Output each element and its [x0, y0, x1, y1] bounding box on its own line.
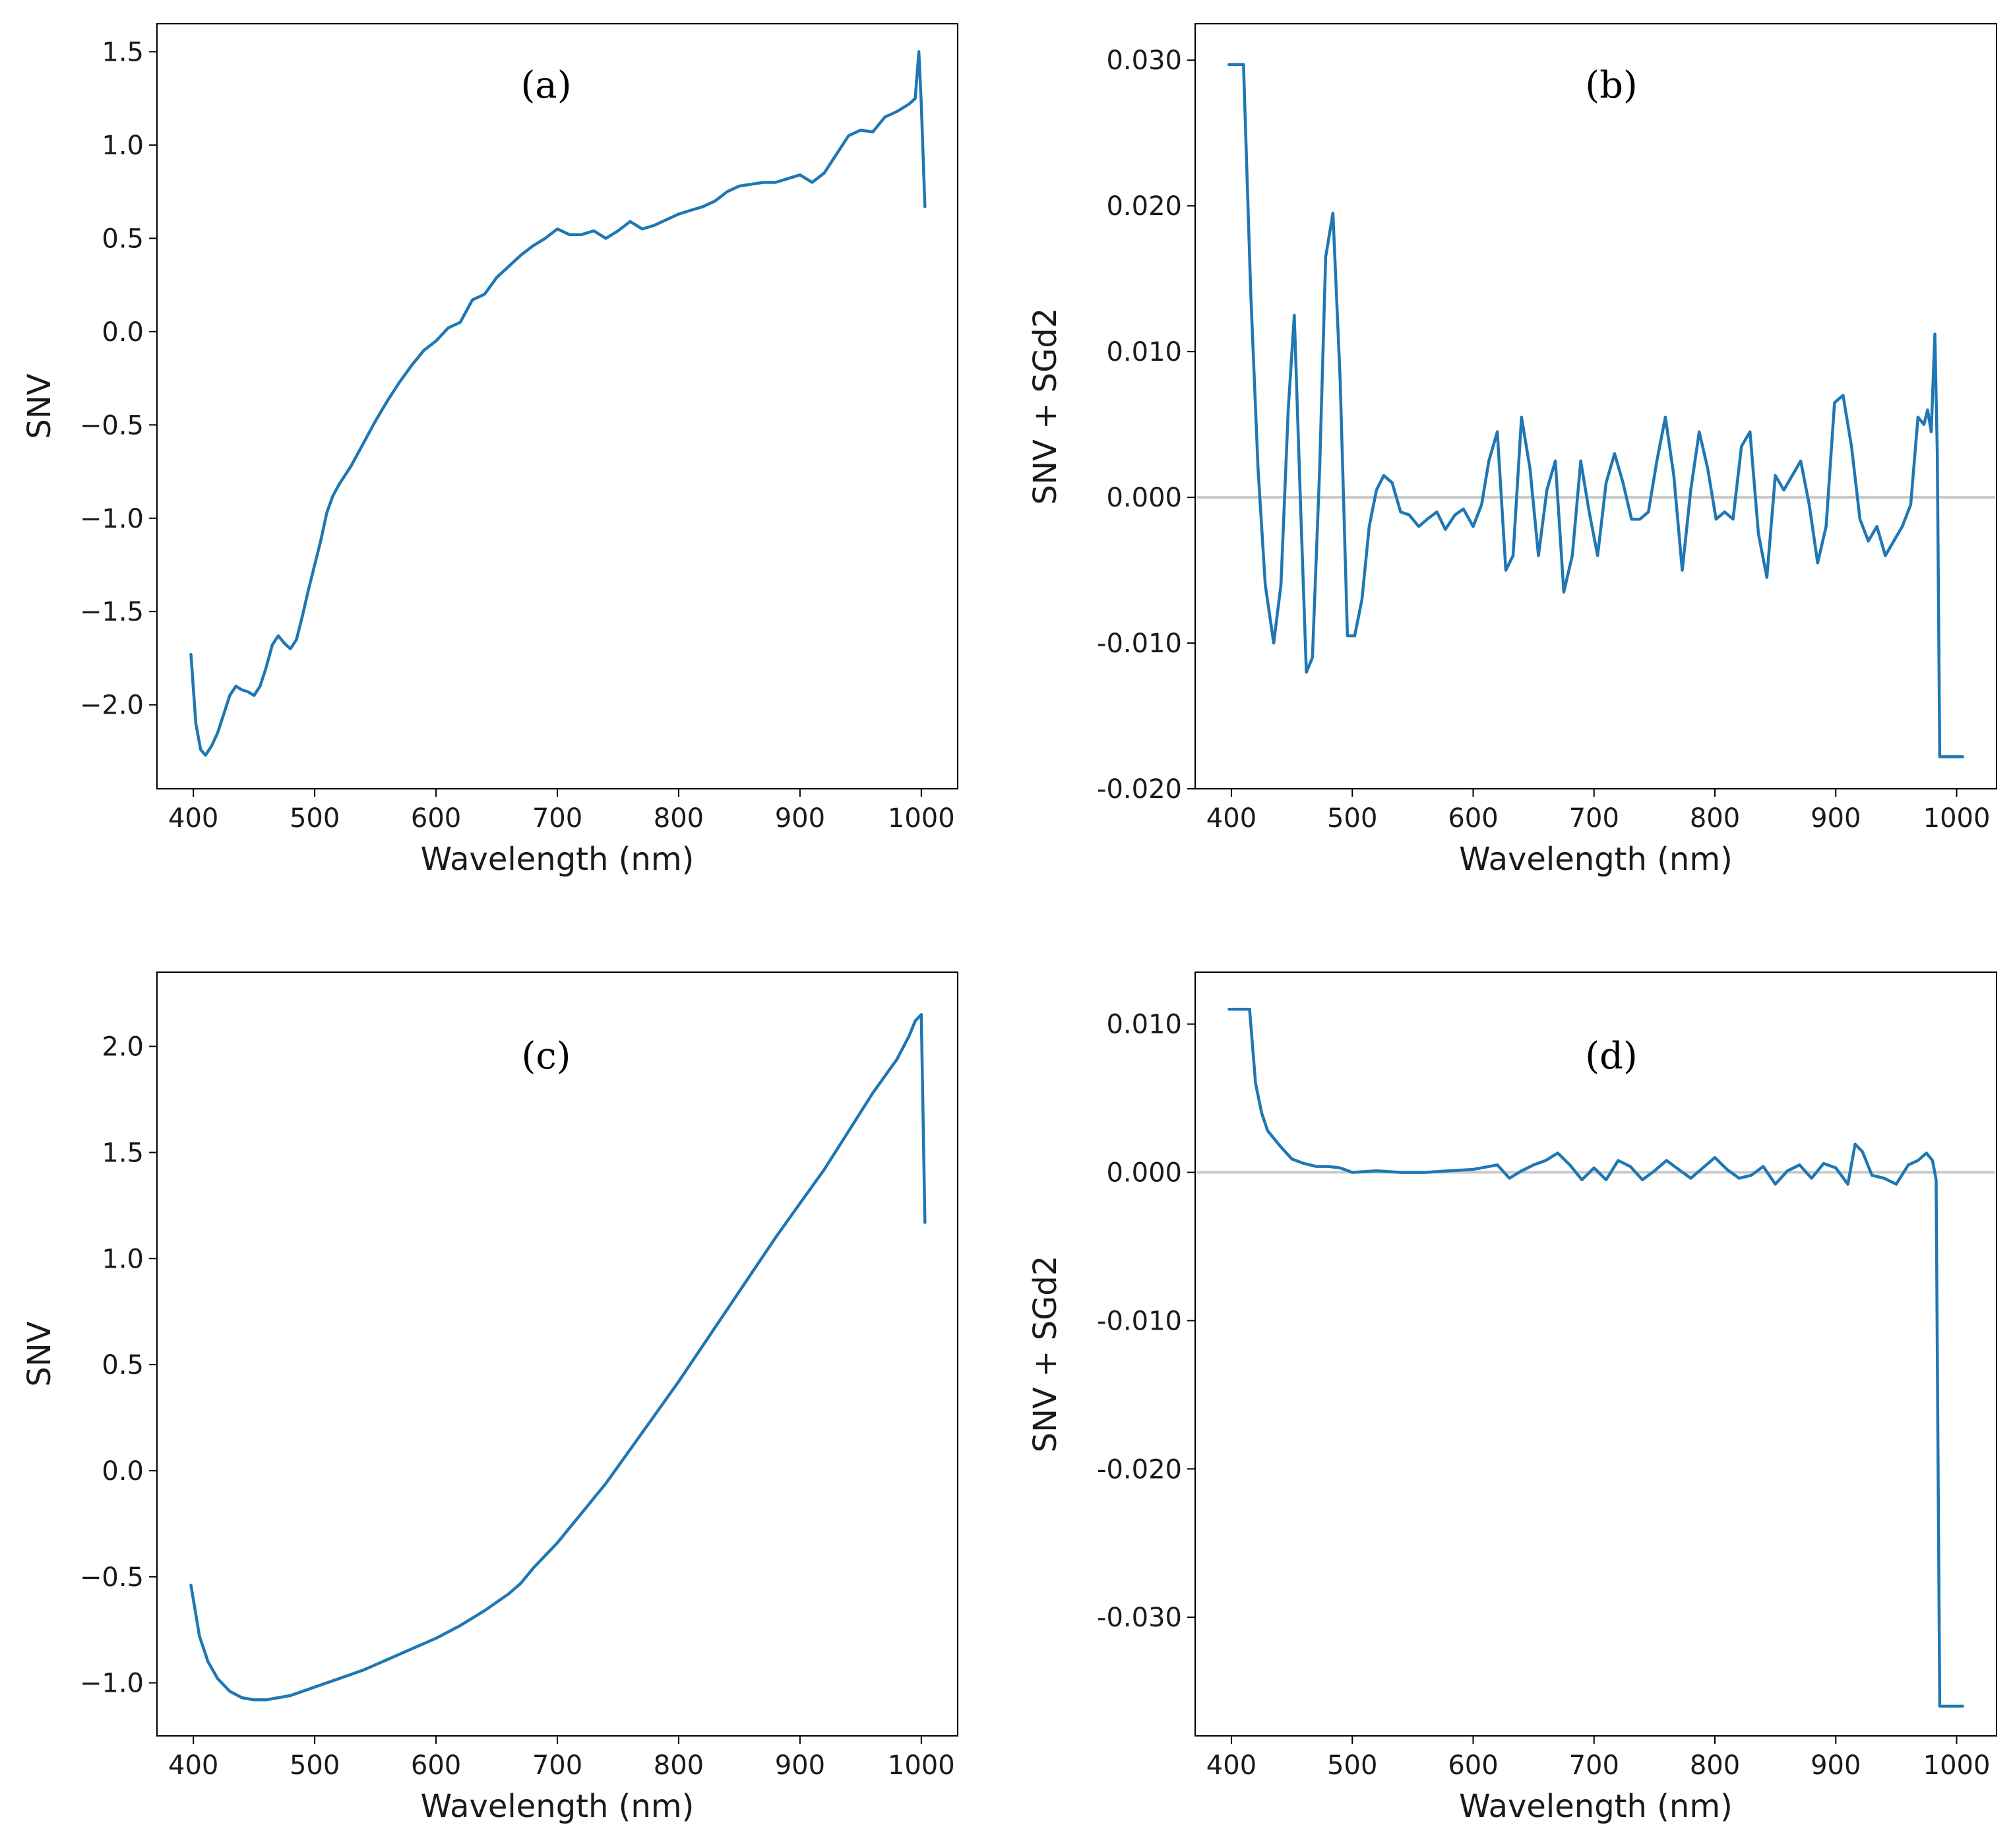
x-tick-label: 500: [290, 803, 340, 834]
x-tick-label: 800: [654, 1750, 704, 1781]
x-tick-label: 900: [1811, 1750, 1861, 1781]
y-tick-label: −2.0: [80, 691, 144, 721]
x-tick-label: 500: [1327, 803, 1377, 834]
x-tick-label: 700: [532, 1750, 582, 1781]
y-axis-label: SNV: [21, 373, 58, 439]
x-tick-label: 400: [1206, 803, 1256, 834]
y-tick-label: 0.020: [1106, 191, 1182, 222]
x-axis-label: Wavelength (nm): [1459, 841, 1733, 878]
y-tick-label: −1.0: [80, 1669, 144, 1699]
y-tick-label: −0.5: [80, 1562, 144, 1593]
y-tick-label: −0.5: [80, 410, 144, 441]
x-tick-label: 900: [775, 1750, 825, 1781]
y-tick-label: 1.5: [102, 1138, 144, 1168]
y-tick-label: -0.010: [1097, 1306, 1182, 1336]
y-tick-label: -0.020: [1097, 1454, 1182, 1485]
plot-frame-b: [1194, 23, 1997, 789]
plot-frame-c: [156, 971, 958, 1737]
y-tick-label: 0.000: [1106, 1158, 1182, 1188]
plot-frame-a: [156, 23, 958, 789]
series-line-c: [189, 1013, 927, 1702]
y-tick-label: -0.030: [1097, 1603, 1182, 1633]
y-tick-label: 0.0: [102, 1456, 144, 1487]
series-line-d: [1227, 1007, 1964, 1708]
y-tick-label: 1.5: [102, 37, 144, 67]
x-tick-label: 500: [1327, 1750, 1377, 1781]
panel-b: 400 500 600 700 800 900 1000 -0.020 -0.010 0.000 0…: [1027, 23, 1997, 878]
y-tick-label: 0.5: [102, 224, 144, 254]
x-tick-label: 700: [1569, 1750, 1619, 1781]
panel-label: (a): [520, 64, 571, 107]
x-axis-label: Wavelength (nm): [421, 841, 695, 878]
x-tick-label: 600: [411, 803, 461, 834]
x-tick-label: 600: [1448, 1750, 1498, 1781]
x-tick-label: 600: [1448, 803, 1498, 834]
x-axis-label: Wavelength (nm): [421, 1788, 695, 1825]
x-tick-label: 800: [654, 803, 704, 834]
x-tick-label: 900: [1811, 803, 1861, 834]
x-tick-label: 800: [1690, 803, 1740, 834]
x-tick-label: 1000: [1923, 803, 1991, 834]
x-tick-label: 600: [411, 1750, 461, 1781]
x-tick-label: 800: [1690, 1750, 1740, 1781]
panel-a: 400 500 600 700 800 900 1000 −2.0 −1.5 −1.0 −0.5 0.…: [21, 23, 958, 878]
y-tick-label: −1.0: [80, 504, 144, 534]
y-tick-label: −1.5: [80, 597, 144, 627]
x-tick-label: 500: [290, 1750, 340, 1781]
panel-label: (b): [1585, 64, 1638, 107]
x-tick-label: 400: [168, 803, 218, 834]
y-axis-label: SNV + SGd2: [1027, 1256, 1064, 1453]
panel-label: (d): [1585, 1035, 1638, 1078]
x-tick-label: 700: [1569, 803, 1619, 834]
y-tick-label: 0.010: [1106, 337, 1182, 367]
panel-d: 400 500 600 700 800 900 1000 -0.030 -0.020 -0.010…: [1027, 971, 1997, 1825]
y-tick-label: 0.010: [1106, 1010, 1182, 1040]
x-tick-label: 1000: [888, 803, 955, 834]
x-tick-label: 1000: [888, 1750, 955, 1781]
x-tick-label: 900: [775, 803, 825, 834]
x-tick-label: 700: [532, 803, 582, 834]
panel-c: 400 500 600 700 800 900 1000 −1.0 −0.5 0.0 0.5 1.0 1…: [21, 971, 958, 1825]
x-tick-label: 1000: [1923, 1750, 1991, 1781]
y-tick-label: 0.0: [102, 317, 144, 348]
panel-label: (c): [521, 1035, 571, 1078]
y-tick-label: -0.010: [1097, 629, 1182, 659]
y-axis-label: SNV: [21, 1321, 58, 1386]
y-axis-label: SNV + SGd2: [1027, 308, 1064, 505]
series-line-b: [1227, 63, 1964, 758]
plot-frame-d: [1194, 971, 1997, 1737]
y-tick-label: -0.020: [1097, 774, 1182, 805]
y-tick-label: 0.030: [1106, 46, 1182, 76]
x-axis-label: Wavelength (nm): [1459, 1788, 1733, 1825]
x-tick-label: 400: [1206, 1750, 1256, 1781]
y-tick-label: 1.0: [102, 131, 144, 161]
x-tick-label: 400: [168, 1750, 218, 1781]
series-line-a: [189, 50, 927, 757]
y-tick-label: 0.000: [1106, 483, 1182, 513]
y-tick-label: 2.0: [102, 1032, 144, 1063]
y-tick-label: 1.0: [102, 1244, 144, 1274]
y-tick-label: 0.5: [102, 1350, 144, 1380]
